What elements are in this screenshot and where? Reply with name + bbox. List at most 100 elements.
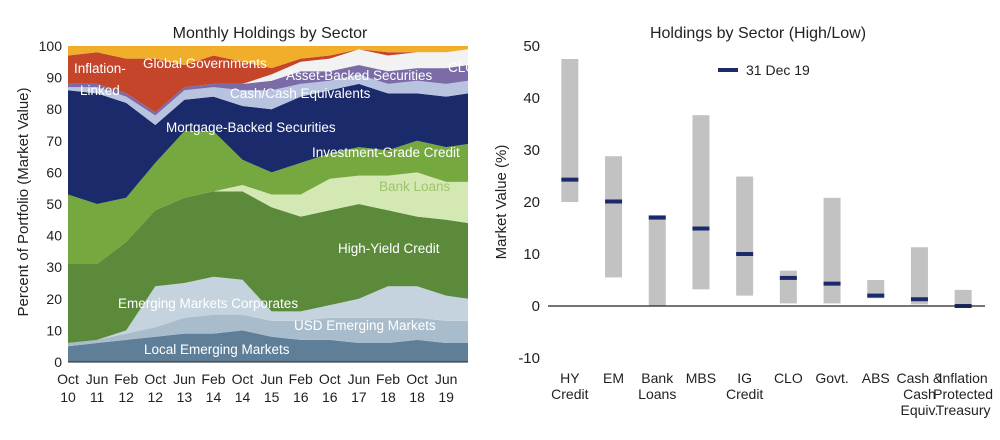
category-label: HY	[560, 370, 580, 386]
y-tick-label: 30	[46, 259, 62, 275]
legend-marker-swatch	[718, 68, 738, 72]
area-usd-emerging-markets	[68, 314, 468, 347]
x-tick-label: Oct	[232, 371, 254, 387]
y-tick-label: 0	[532, 298, 540, 315]
x-tick-label: 11	[90, 389, 105, 405]
y-tick-label: 100	[39, 38, 63, 54]
category-label: ABS	[862, 370, 890, 386]
category-label: Bank	[641, 370, 674, 386]
area-series-group	[68, 46, 468, 362]
x-tick-label: Feb	[289, 371, 313, 387]
x-tick-label: Oct	[406, 371, 428, 387]
current-marker	[779, 275, 797, 280]
area-inflation-linked	[68, 46, 468, 69]
range-bar	[736, 176, 754, 296]
x-tick-label: 10	[60, 389, 76, 405]
x-tick-label: 18	[409, 389, 425, 405]
area-mortgage-backed-securities	[68, 83, 468, 204]
x-tick-label: 14	[235, 389, 251, 405]
area-label: Local Emerging Markets	[144, 342, 290, 357]
category-label: Credit	[551, 386, 588, 402]
category-label: IG	[737, 370, 752, 386]
area-label-group: Inflation- Linked Global Governments Asset-…	[74, 56, 476, 357]
stacked-area-chart: Monthly Holdings by Sector Percent of Po…	[15, 25, 476, 405]
category-label: Govt.	[815, 370, 848, 386]
x-tick-label: 16	[293, 389, 309, 405]
x-tick-label: 18	[380, 389, 396, 405]
y-tick-label: 90	[46, 70, 62, 86]
range-bar	[692, 115, 710, 290]
area-label: CLO	[448, 60, 476, 75]
category-label: Treasury	[936, 402, 991, 418]
area-label: Cash/Cash Equivalents	[230, 86, 371, 101]
area-global-governments	[68, 49, 468, 113]
current-marker	[910, 297, 928, 302]
area-label: Investment-Grade Credit	[312, 145, 460, 160]
area-label: Global Governments	[143, 56, 267, 71]
x-tick-label: 16	[322, 389, 338, 405]
x-tick-label: 19	[438, 389, 454, 405]
area-label: Asset-Backed Securities	[286, 68, 433, 83]
y-tick-label: 70	[46, 133, 62, 149]
x-tick-label: 13	[177, 389, 193, 405]
x-tick-label: Oct	[319, 371, 341, 387]
legend-label: 31 Dec 19	[746, 62, 810, 78]
current-marker	[561, 177, 579, 182]
category-label: CLO	[774, 370, 803, 386]
category-label: MBS	[686, 370, 716, 386]
category-label: Equiv.	[901, 402, 939, 418]
range-bar-group	[548, 59, 985, 308]
category-label: Protected	[933, 386, 993, 402]
x-tick-label: Jun	[173, 371, 196, 387]
x-tick-label: Jun	[86, 371, 109, 387]
range-bar	[561, 59, 579, 202]
range-bar	[648, 215, 666, 306]
current-marker	[823, 281, 841, 286]
x-tick-label: Feb	[201, 371, 225, 387]
left-x-tick-group: Oct 10 Jun 11 Feb 12 Oct 12 Jun 13 Feb 14 Oct 14 Jun 15…	[57, 371, 457, 405]
y-tick-label: 60	[46, 164, 62, 180]
right-y-tick-group: -10 0 10 20 30 40 50	[518, 38, 540, 367]
area-label: Emerging Markets Corporates	[118, 296, 298, 311]
x-tick-label: Jun	[435, 371, 458, 387]
y-tick-label: 50	[46, 196, 62, 212]
y-tick-label: 10	[46, 322, 62, 338]
range-bar	[910, 247, 928, 305]
current-marker	[605, 199, 623, 204]
area-label: USD Emerging Markets	[294, 318, 436, 333]
legend: 31 Dec 19	[718, 62, 810, 78]
y-tick-label: -10	[518, 350, 540, 367]
area-high-yield-credit	[68, 191, 468, 343]
y-tick-label: 0	[54, 354, 62, 370]
area-label: Linked	[80, 83, 120, 98]
current-marker	[648, 215, 666, 220]
left-chart-title: Monthly Holdings by Sector	[173, 25, 368, 42]
x-tick-label: Oct	[57, 371, 79, 387]
right-chart-title: Holdings by Sector (High/Low)	[650, 25, 866, 42]
area-label: Inflation-	[74, 61, 126, 76]
range-bar	[779, 270, 797, 304]
y-tick-label: 80	[46, 101, 62, 117]
x-tick-label: 12	[118, 389, 134, 405]
area-clo	[68, 49, 468, 113]
range-bar	[605, 156, 623, 278]
category-label: Cash &	[896, 370, 943, 386]
x-tick-label: 17	[351, 389, 367, 405]
y-tick-label: 40	[523, 90, 540, 107]
area-bank-loans	[68, 172, 468, 264]
x-tick-label: Feb	[114, 371, 138, 387]
category-label: Credit	[726, 386, 763, 402]
area-label: Mortgage-Backed Securities	[166, 120, 336, 135]
y-tick-label: 50	[523, 38, 540, 55]
current-marker	[867, 293, 885, 298]
area-cash-cash-equivalents	[68, 74, 468, 125]
range-bar-chart: Holdings by Sector (High/Low) Market Val…	[493, 25, 993, 418]
x-tick-label: 12	[147, 389, 163, 405]
y-tick-label: 20	[46, 291, 62, 307]
x-tick-label: Jun	[260, 371, 283, 387]
right-y-axis-label: Market Value (%)	[493, 145, 510, 260]
left-y-tick-group: 0 10 20 30 40 50 60 70 80 90 100	[39, 38, 468, 370]
y-tick-label: 30	[523, 142, 540, 159]
area-label: Bank Loans	[379, 179, 451, 194]
